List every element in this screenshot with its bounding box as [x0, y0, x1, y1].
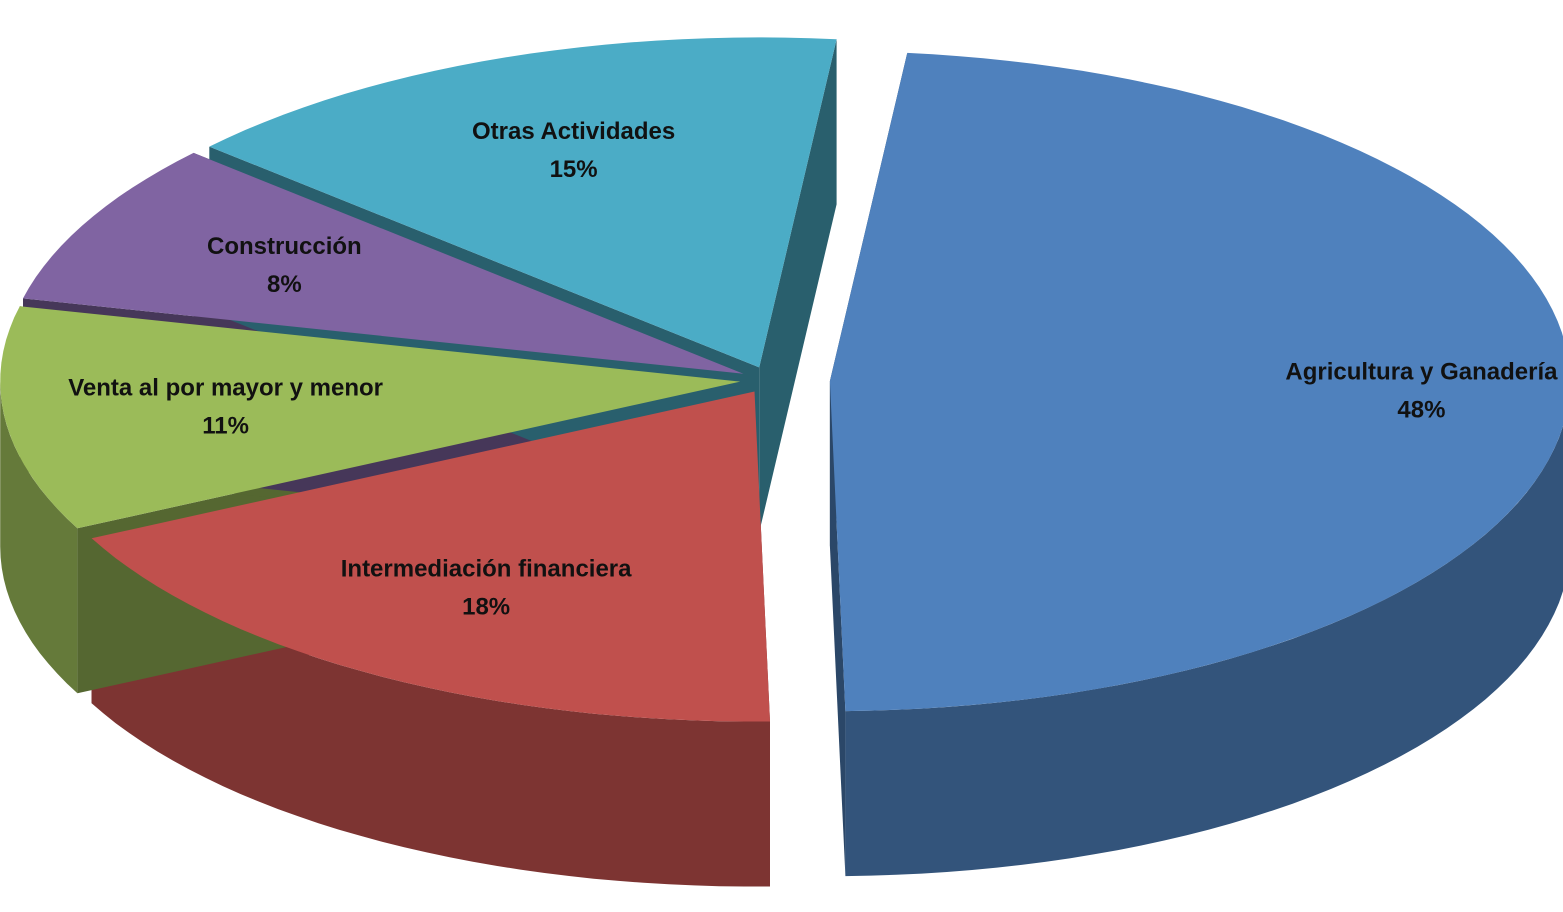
slice [829, 52, 1563, 712]
value-label: 15% [550, 156, 598, 183]
slice-wall [829, 381, 846, 877]
slice-label: Construcción [207, 233, 362, 260]
slice [0, 306, 741, 529]
value-label: 11% [202, 412, 249, 439]
value-label: 8% [267, 271, 302, 298]
slice-label: Otras Actividades [472, 118, 675, 145]
slice-label: Intermediación financiera [341, 555, 632, 582]
slice-side [91, 538, 771, 887]
slice [91, 391, 771, 722]
slice-side [845, 426, 1563, 877]
value-label: 48% [1397, 397, 1445, 424]
slice-side [0, 381, 78, 694]
value-label: 18% [462, 593, 510, 620]
slice-label: Venta al por mayor y menor [68, 374, 383, 401]
slice [209, 37, 837, 368]
slice-label: Agricultura y Ganadería [1285, 359, 1558, 386]
slice-wall [759, 39, 837, 533]
slice [23, 152, 744, 374]
